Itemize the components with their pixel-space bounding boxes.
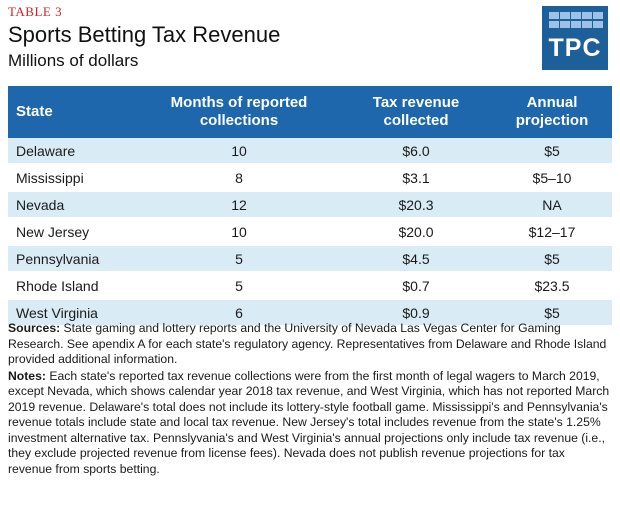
projection-cell: $5 (492, 138, 612, 165)
notes-text: Each state's reported tax revenue collec… (8, 368, 610, 476)
months-cell: 12 (138, 191, 340, 219)
notes-note: Notes: Each state's reported tax revenue… (8, 369, 612, 478)
column-header-annual-projection: Annual projection (492, 86, 612, 138)
tax-cell: $4.5 (340, 245, 492, 273)
projection-cell: $5 (492, 299, 612, 327)
tax-cell: $3.1 (340, 164, 492, 192)
table-row: Pennsylvania 5 $4.5 $5 (8, 245, 612, 273)
table-header: TABLE 3 Sports Betting Tax Revenue Milli… (8, 4, 508, 72)
state-cell: Nevada (8, 191, 138, 219)
projection-cell: NA (492, 191, 612, 219)
months-cell: 8 (138, 164, 340, 192)
table-row: Rhode Island 5 $0.7 $23.5 (8, 272, 612, 300)
tpc-logo: TPC (542, 6, 608, 70)
months-cell: 10 (138, 138, 340, 165)
sources-text: State gaming and lottery reports and the… (8, 321, 607, 366)
table-row: New Jersey 10 $20.0 $12–17 (8, 218, 612, 246)
tax-cell: $20.0 (340, 218, 492, 246)
units-subtitle: Millions of dollars (8, 51, 139, 70)
table-number-label: TABLE 3 (8, 4, 63, 19)
tax-cell: $0.7 (340, 272, 492, 300)
months-cell: 5 (138, 272, 340, 300)
months-cell: 6 (138, 299, 340, 327)
tax-cell: $20.3 (340, 191, 492, 219)
column-header-tax-revenue: Tax revenue collected (340, 86, 492, 138)
column-header-months: Months of reported collections (138, 86, 340, 138)
projection-cell: $5 (492, 245, 612, 273)
table-row: Mississippi 8 $3.1 $5–10 (8, 164, 612, 192)
projection-cell: $23.5 (492, 272, 612, 300)
logo-text: TPC (548, 34, 602, 62)
table-header-row: State Months of reported collections Tax… (8, 86, 612, 138)
sources-note: Sources: State gaming and lottery report… (8, 321, 612, 368)
state-cell: New Jersey (8, 218, 138, 246)
logo-grid-icon (549, 12, 603, 30)
page-title: Sports Betting Tax Revenue (8, 22, 281, 47)
state-cell: West Virginia (8, 299, 138, 327)
projection-cell: $5–10 (492, 164, 612, 192)
state-cell: Mississippi (8, 164, 138, 192)
notes-label: Notes: (8, 368, 46, 383)
tax-cell: $0.9 (340, 299, 492, 327)
projection-cell: $12–17 (492, 218, 612, 246)
tax-cell: $6.0 (340, 138, 492, 165)
sources-label: Sources: (8, 321, 61, 335)
state-cell: Pennsylvania (8, 245, 138, 273)
state-cell: Rhode Island (8, 272, 138, 300)
footnotes: Sources: State gaming and lottery report… (8, 321, 612, 478)
state-cell: Delaware (8, 138, 138, 165)
table-row: Delaware 10 $6.0 $5 (8, 138, 612, 165)
table-row: Nevada 12 $20.3 NA (8, 191, 612, 219)
table-row: West Virginia 6 $0.9 $5 (8, 299, 612, 327)
column-header-state: State (8, 86, 138, 138)
revenue-table: State Months of reported collections Tax… (8, 86, 612, 327)
months-cell: 5 (138, 245, 340, 273)
months-cell: 10 (138, 218, 340, 246)
